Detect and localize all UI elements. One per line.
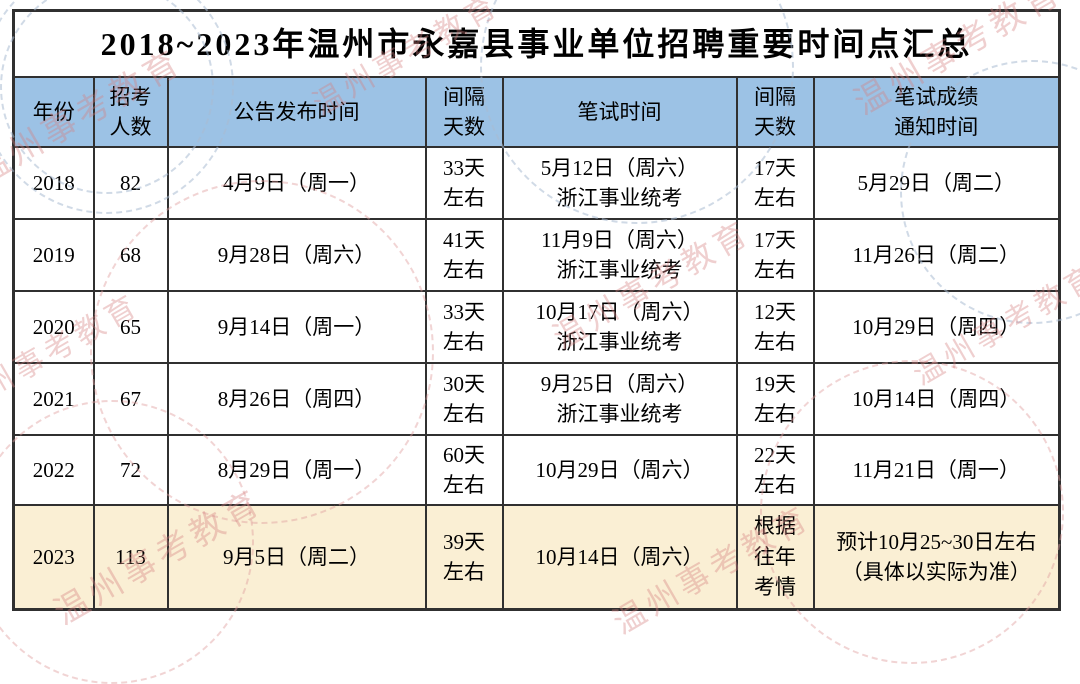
cell-gap-days-1: 33天 左右: [424, 146, 504, 220]
cell-recruit-count: 72: [92, 434, 169, 506]
cell-exam-date: 10月17日（周六） 浙江事业统考: [501, 290, 738, 364]
cell-recruit-count: 67: [92, 362, 169, 436]
cell-year: 2019: [12, 218, 95, 292]
cell-score-notice: 5月29日（周二）: [812, 146, 1061, 220]
cell-announcement-date: 8月29日（周一）: [166, 434, 427, 506]
cell-gap-days-1: 33天 左右: [424, 290, 504, 364]
recruitment-summary-table: 2018~2023年温州市永嘉县事业单位招聘重要时间点汇总 年份 招考 人数 公…: [12, 9, 1061, 611]
header-gap-days-2: 间隔 天数: [735, 76, 815, 148]
cell-gap-days-2: 19天 左右: [735, 362, 815, 436]
cell-recruit-count: 65: [92, 290, 169, 364]
table-row-2022: 2022 72 8月29日（周一） 60天 左右 10月29日（周六） 22天 …: [12, 434, 1061, 506]
cell-gap-days-1: 60天 左右: [424, 434, 504, 506]
cell-recruit-count: 82: [92, 146, 169, 220]
cell-announcement-date: 4月9日（周一）: [166, 146, 427, 220]
cell-announcement-date: 9月28日（周六）: [166, 218, 427, 292]
header-year: 年份: [12, 76, 95, 148]
cell-gap-days-2: 17天 左右: [735, 146, 815, 220]
cell-year: 2022: [12, 434, 95, 506]
cell-score-notice: 11月26日（周二）: [812, 218, 1061, 292]
cell-recruit-count: 68: [92, 218, 169, 292]
header-announcement-date: 公告发布时间: [166, 76, 427, 148]
cell-announcement-date: 9月5日（周二）: [166, 504, 427, 611]
cell-score-notice: 10月29日（周四）: [812, 290, 1061, 364]
cell-exam-date: 10月14日（周六）: [501, 504, 738, 611]
table-row-2021: 2021 67 8月26日（周四） 30天 左右 9月25日（周六） 浙江事业统…: [12, 362, 1061, 436]
header-score-notice: 笔试成绩 通知时间: [812, 76, 1061, 148]
header-exam-date: 笔试时间: [501, 76, 738, 148]
page-title: 2018~2023年温州市永嘉县事业单位招聘重要时间点汇总: [12, 9, 1061, 78]
cell-exam-date: 5月12日（周六） 浙江事业统考: [501, 146, 738, 220]
cell-gap-days-1: 30天 左右: [424, 362, 504, 436]
cell-score-notice: 11月21日（周一）: [812, 434, 1061, 506]
cell-year: 2021: [12, 362, 95, 436]
cell-exam-date: 9月25日（周六） 浙江事业统考: [501, 362, 738, 436]
table-row-2020: 2020 65 9月14日（周一） 33天 左右 10月17日（周六） 浙江事业…: [12, 290, 1061, 364]
cell-recruit-count: 113: [92, 504, 169, 611]
header-gap-days-1: 间隔 天数: [424, 76, 504, 148]
cell-year: 2023: [12, 504, 95, 611]
cell-announcement-date: 8月26日（周四）: [166, 362, 427, 436]
cell-year: 2020: [12, 290, 95, 364]
cell-gap-days-2: 17天 左右: [735, 218, 815, 292]
cell-exam-date: 10月29日（周六）: [501, 434, 738, 506]
cell-year: 2018: [12, 146, 95, 220]
header-recruit-count: 招考 人数: [92, 76, 169, 148]
cell-exam-date: 11月9日（周六） 浙江事业统考: [501, 218, 738, 292]
data-table: 2018~2023年温州市永嘉县事业单位招聘重要时间点汇总 年份 招考 人数 公…: [12, 9, 1061, 611]
table-row-2023: 2023 113 9月5日（周二） 39天 左右 10月14日（周六） 根据 往…: [12, 504, 1061, 611]
table-title-row: 2018~2023年温州市永嘉县事业单位招聘重要时间点汇总: [12, 9, 1061, 78]
table-header-row: 年份 招考 人数 公告发布时间 间隔 天数 笔试时间 间隔 天数 笔试成绩 通知…: [12, 76, 1061, 148]
table-row-2019: 2019 68 9月28日（周六） 41天 左右 11月9日（周六） 浙江事业统…: [12, 218, 1061, 292]
cell-score-notice: 10月14日（周四）: [812, 362, 1061, 436]
cell-gap-days-1: 41天 左右: [424, 218, 504, 292]
cell-gap-days-2: 根据 往年 考情: [735, 504, 815, 611]
table-row-2018: 2018 82 4月9日（周一） 33天 左右 5月12日（周六） 浙江事业统考…: [12, 146, 1061, 220]
cell-score-notice: 预计10月25~30日左右 （具体以实际为准）: [812, 504, 1061, 611]
cell-gap-days-1: 39天 左右: [424, 504, 504, 611]
cell-announcement-date: 9月14日（周一）: [166, 290, 427, 364]
cell-gap-days-2: 22天 左右: [735, 434, 815, 506]
cell-gap-days-2: 12天 左右: [735, 290, 815, 364]
